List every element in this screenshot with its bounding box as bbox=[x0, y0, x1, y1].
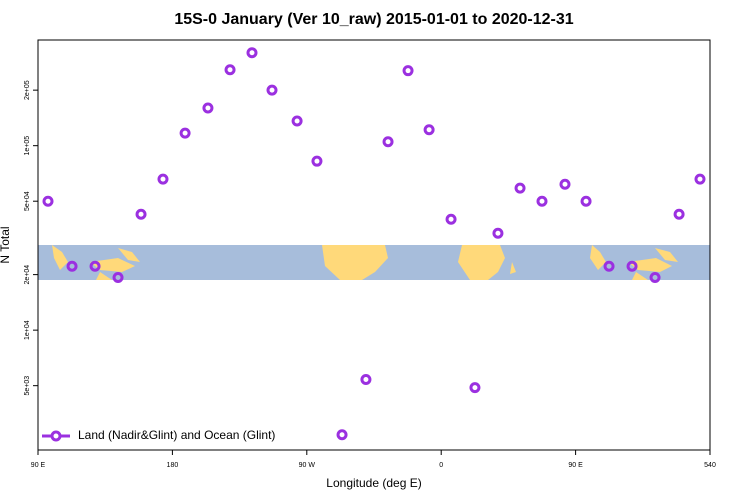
point bbox=[66, 260, 78, 272]
point bbox=[311, 155, 323, 167]
point bbox=[157, 173, 169, 185]
point bbox=[224, 64, 236, 76]
x-tick-label: 90 E bbox=[568, 462, 583, 469]
x-axis-label: Longitude (deg E) bbox=[326, 476, 421, 490]
x-tick-label: 90 W bbox=[299, 462, 316, 469]
point bbox=[559, 178, 571, 190]
plot-frame bbox=[37, 39, 711, 451]
point bbox=[402, 65, 414, 77]
point bbox=[266, 84, 278, 96]
y-tick-label: 5e+04 bbox=[24, 191, 31, 211]
y-tick-label: 2e+05 bbox=[24, 80, 31, 100]
point bbox=[445, 213, 457, 225]
point bbox=[514, 182, 526, 194]
point bbox=[423, 124, 435, 136]
legend-marker bbox=[50, 430, 62, 442]
point bbox=[336, 429, 348, 441]
y-tick-label: 5e+03 bbox=[24, 376, 31, 396]
point bbox=[469, 382, 481, 394]
x-tick-label: 90 E bbox=[31, 462, 46, 469]
y-tick-label: 2e+04 bbox=[24, 265, 31, 285]
point bbox=[492, 227, 504, 239]
point bbox=[291, 115, 303, 127]
point bbox=[135, 208, 147, 220]
y-tick-label: 1e+04 bbox=[24, 320, 31, 340]
land bbox=[458, 245, 516, 280]
point bbox=[179, 127, 191, 139]
map-strip bbox=[38, 245, 710, 280]
point bbox=[673, 208, 685, 220]
point bbox=[202, 102, 214, 114]
x-tick-label: 0 bbox=[439, 462, 443, 469]
point bbox=[626, 260, 638, 272]
y-axis-label: N Total bbox=[0, 226, 12, 263]
point bbox=[694, 173, 706, 185]
x-tick-label: 180 bbox=[167, 462, 179, 469]
point bbox=[42, 195, 54, 207]
chart-title: 15S-0 January (Ver 10_raw) 2015-01-01 to… bbox=[174, 11, 573, 28]
point bbox=[246, 47, 258, 59]
point bbox=[536, 195, 548, 207]
point bbox=[382, 136, 394, 148]
point bbox=[360, 374, 372, 386]
y-tick-label: 1e+05 bbox=[24, 136, 31, 156]
land bbox=[322, 245, 388, 280]
point bbox=[603, 260, 615, 272]
point bbox=[112, 271, 124, 283]
point bbox=[649, 271, 661, 283]
x-tick-label: 540 bbox=[704, 462, 716, 469]
point bbox=[89, 260, 101, 272]
legend-label: Land (Nadir&Glint) and Ocean (Glint) bbox=[78, 428, 275, 442]
point bbox=[580, 195, 592, 207]
